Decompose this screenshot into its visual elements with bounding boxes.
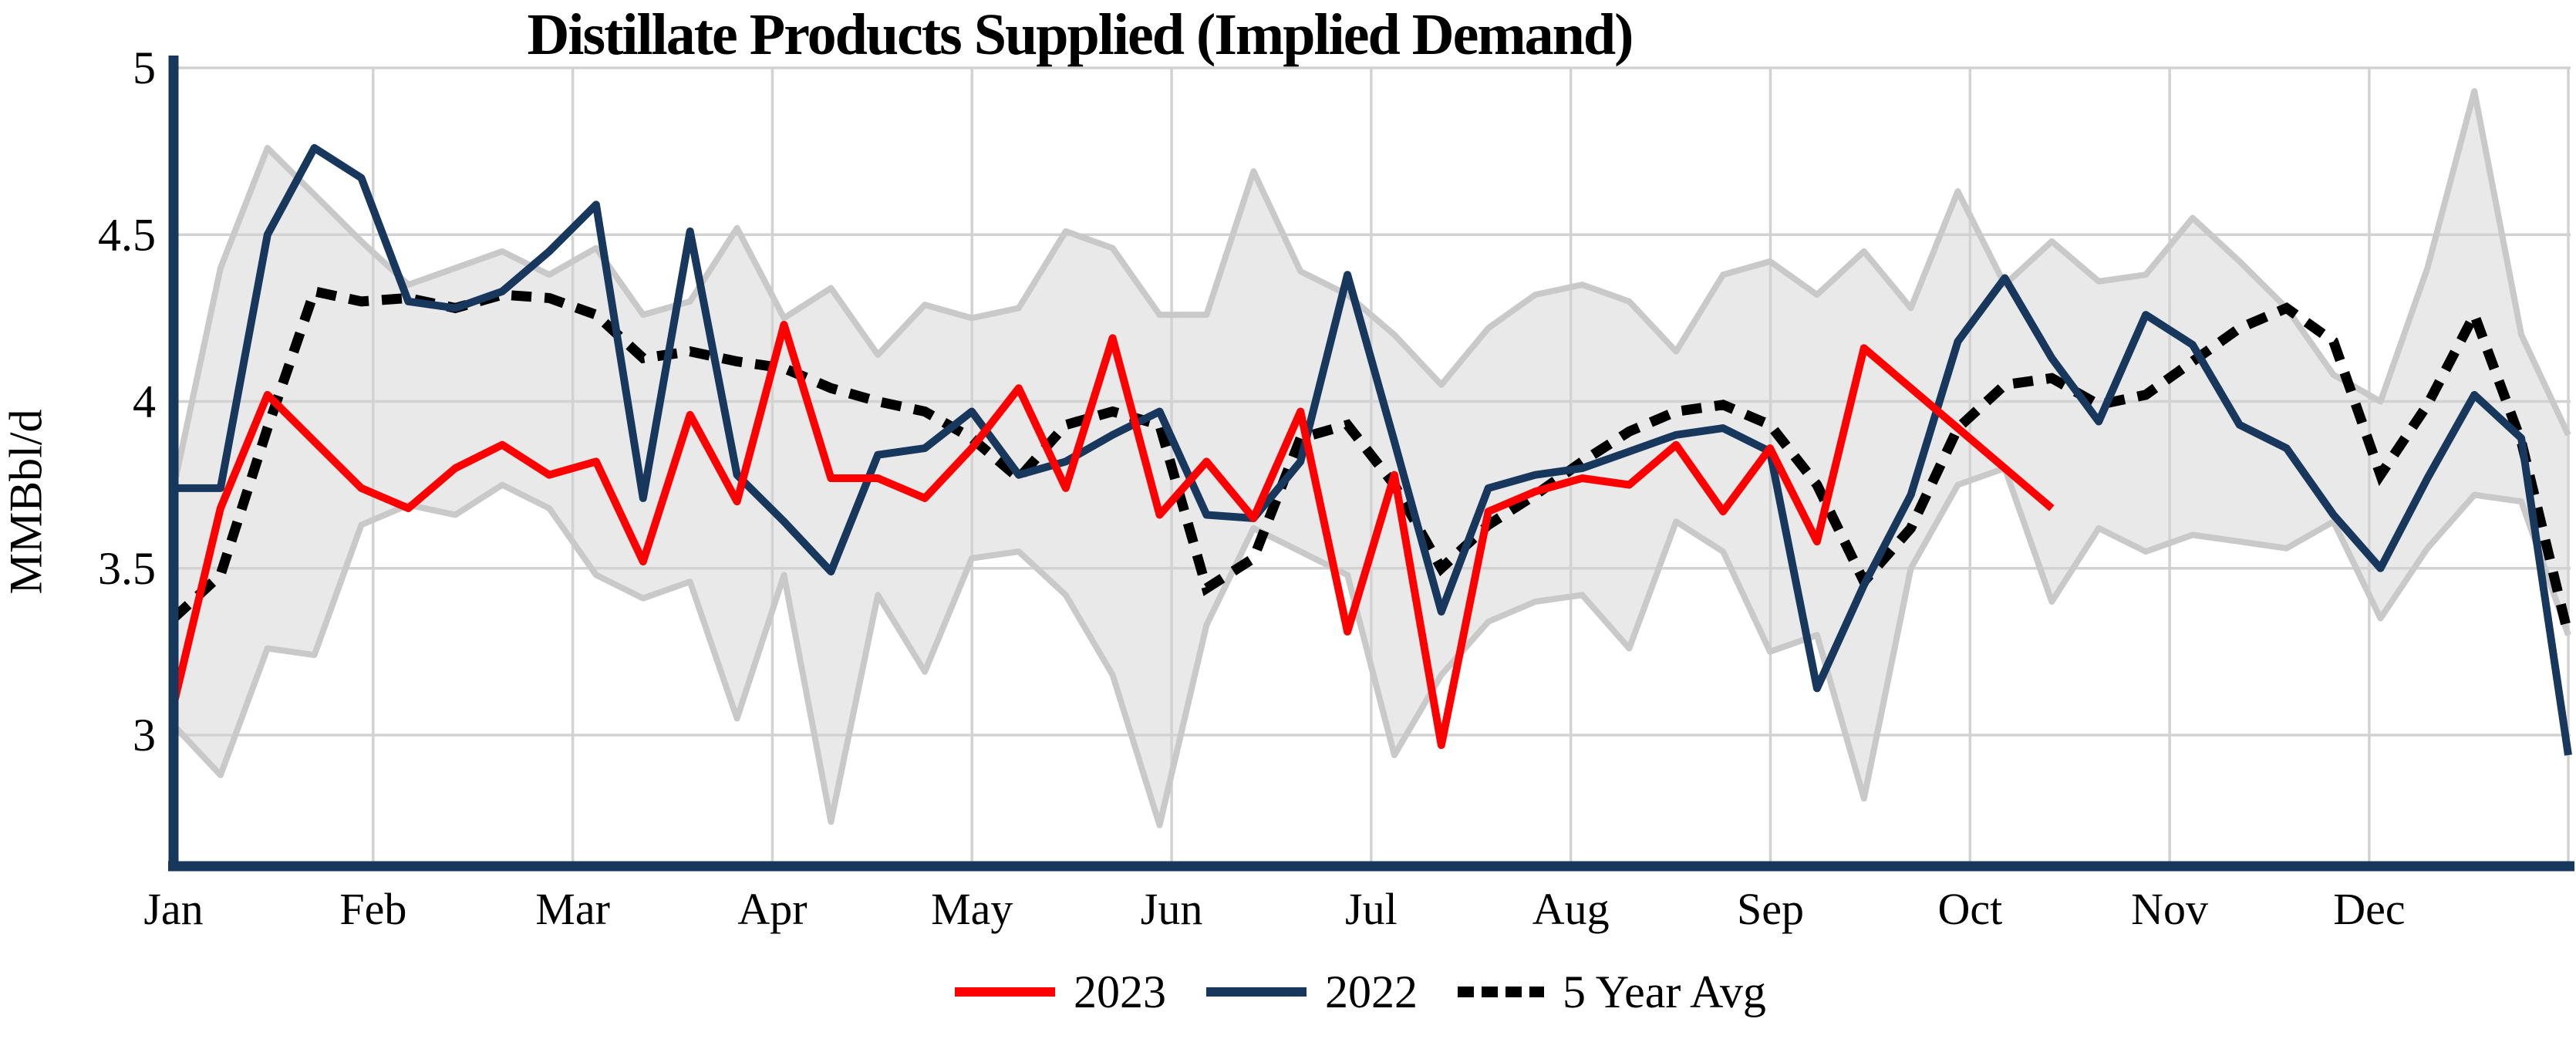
legend-item-5yr-avg: 5 Year Avg xyxy=(1458,969,1766,1015)
x-tick-label-Dec: Dec xyxy=(2333,884,2405,934)
legend-swatch-2023 xyxy=(955,987,1055,997)
x-tick-label-Mar: Mar xyxy=(535,884,610,934)
y-tick-label-4: 4 xyxy=(133,376,156,427)
legend-item-2022: 2022 xyxy=(1206,969,1418,1015)
x-tick-label-Sep: Sep xyxy=(1737,884,1804,934)
x-tick-label-Feb: Feb xyxy=(339,884,406,934)
y-tick-label-5: 5 xyxy=(133,42,156,93)
legend-item-2023: 2023 xyxy=(955,969,1166,1015)
y-tick-label-4.5: 4.5 xyxy=(98,209,156,260)
legend-label-2023: 2023 xyxy=(1074,966,1166,1017)
x-tick-label-Jan: Jan xyxy=(143,884,203,934)
x-tick-label-Jun: Jun xyxy=(1141,884,1203,934)
legend-label-5yr-avg: 5 Year Avg xyxy=(1563,966,1766,1017)
chart-title: Distillate Products Supplied (Implied De… xyxy=(527,2,1634,67)
x-tick-label-Jul: Jul xyxy=(1345,884,1398,934)
x-tick-label-Aug: Aug xyxy=(1532,884,1610,934)
y-tick-label-3.5: 3.5 xyxy=(98,543,156,594)
band-lower-edge xyxy=(171,465,2571,828)
series-line-5-year-avg xyxy=(170,285,2574,636)
legend-swatch-5yr-avg xyxy=(1458,987,1544,997)
x-tick-label-Oct: Oct xyxy=(1937,884,2002,934)
series-line-2023 xyxy=(170,321,2055,749)
x-tick-label-May: May xyxy=(931,884,1013,934)
x-tick-label-Nov: Nov xyxy=(2131,884,2208,934)
band-upper-edge xyxy=(170,88,2571,489)
series-line-2022 xyxy=(174,143,2572,756)
legend-label-2022: 2022 xyxy=(1325,966,1418,1017)
y-tick-label-3: 3 xyxy=(133,710,156,761)
legend-swatch-2022 xyxy=(1206,987,1307,997)
x-tick-label-Apr: Apr xyxy=(737,884,807,934)
legend: 2023 2022 5 Year Avg xyxy=(955,969,1766,1015)
